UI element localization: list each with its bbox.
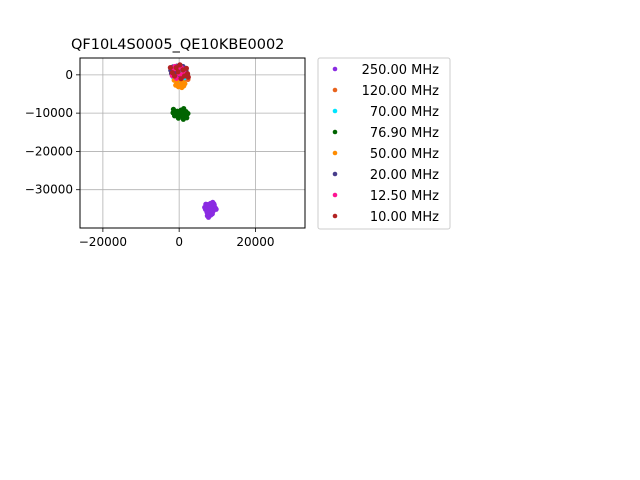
legend-label: 70.00 MHz: [370, 105, 439, 120]
data-point: [185, 74, 191, 80]
data-point: [175, 69, 181, 75]
data-point: [175, 115, 181, 121]
legend-marker: [332, 108, 338, 114]
data-point: [179, 111, 185, 117]
legend-label: 12.50 MHz: [370, 189, 439, 204]
data-point: [209, 211, 215, 217]
legend-box: [317, 57, 451, 230]
data-point: [183, 65, 189, 71]
x-tick-label: 0: [175, 235, 183, 249]
series-points: [170, 105, 191, 122]
legend-marker: [332, 213, 338, 219]
data-point: [213, 206, 219, 212]
data-point: [182, 81, 188, 87]
y-tick-label: −10000: [25, 106, 73, 120]
legend-marker: [332, 129, 338, 135]
legend: 250.00 MHz 120.00 MHz 70.00 MHz 76.90 MHz 50…: [317, 57, 451, 230]
data-point: [178, 76, 184, 82]
y-axis-ticks: 0 −10000 −20000 −30000: [25, 68, 80, 197]
x-tick-label: −20000: [79, 235, 127, 249]
data-point: [171, 73, 178, 79]
grid-lines: [80, 58, 305, 228]
data-point: [167, 64, 173, 71]
legend-label: 250.00 MHz: [362, 63, 440, 78]
legend-marker: [332, 66, 338, 72]
chart-title: QF10L4S0005_QE10KBE0002: [71, 37, 284, 53]
legend-label: 50.00 MHz: [370, 147, 439, 162]
legend-label: 20.00 MHz: [370, 168, 439, 183]
legend-marker: [332, 171, 338, 177]
data-point: [179, 84, 185, 91]
x-tick-label: 20000: [236, 235, 274, 249]
data-point: [173, 64, 179, 71]
legend-marker: [332, 150, 338, 156]
plot-frame: [79, 57, 306, 229]
y-tick-label: −30000: [25, 183, 73, 197]
data-points: [167, 62, 219, 220]
data-point: [211, 201, 217, 207]
data-point: [202, 206, 209, 212]
legend-label: 10.00 MHz: [370, 210, 439, 225]
series-points: [202, 199, 219, 220]
data-point: [173, 82, 179, 88]
data-point: [207, 205, 213, 211]
legend-marker: [332, 192, 338, 198]
data-point: [171, 113, 178, 119]
y-tick-label: −20000: [25, 144, 73, 158]
legend-label: 120.00 MHz: [362, 84, 440, 99]
series-points: [167, 62, 191, 82]
data-point: [177, 62, 183, 68]
y-tick-label: 0: [65, 68, 73, 82]
legend-marker: [332, 87, 338, 93]
x-axis-ticks: −20000 0 20000: [79, 228, 275, 249]
data-point: [184, 115, 190, 121]
legend-label: 76.90 MHz: [370, 126, 439, 141]
